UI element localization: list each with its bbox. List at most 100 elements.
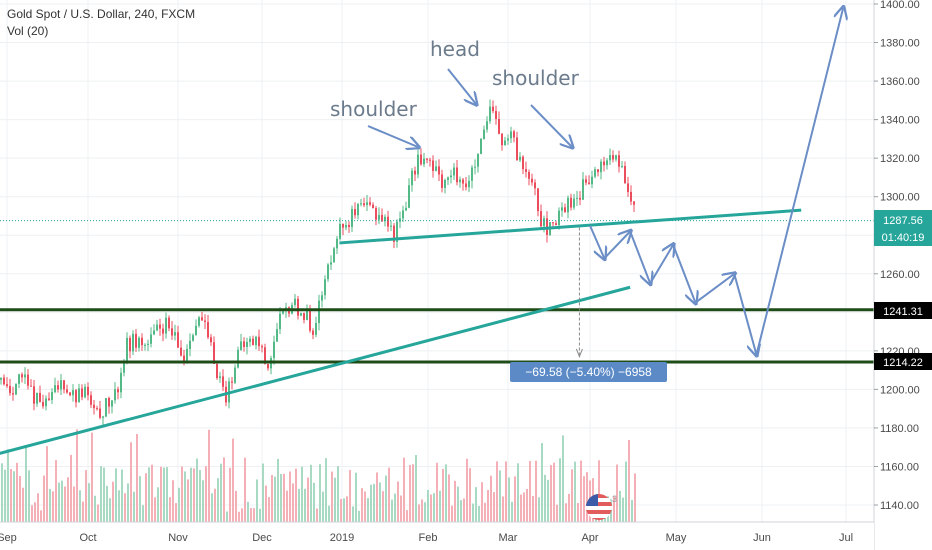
candle-body	[315, 323, 317, 335]
candle-body	[264, 347, 266, 364]
candle-body	[579, 197, 581, 200]
volume-bar	[631, 499, 633, 522]
candle-body	[324, 279, 326, 296]
volume-bar	[259, 508, 261, 522]
volume-bar	[184, 471, 186, 522]
projection-arrow	[672, 244, 695, 303]
candle-body	[135, 333, 137, 348]
volume-bar	[619, 490, 621, 522]
price-axis[interactable]: 1140.001160.001180.001200.001220.001240.…	[873, 0, 932, 550]
volume-bar	[277, 458, 279, 522]
candle-body	[249, 338, 251, 342]
time-axis[interactable]: Sep Oct Nov Dec 2019 Feb Mar Apr May Jun Jul	[0, 521, 874, 550]
candle-body	[39, 392, 41, 402]
volume-bar	[88, 483, 90, 522]
volume-bar	[238, 511, 240, 522]
candle-body	[102, 416, 104, 418]
volume-bar	[112, 481, 114, 522]
volume-bar	[76, 429, 78, 522]
time-tick-label: Apr	[581, 532, 598, 544]
volume-bar	[43, 475, 45, 522]
us-flag-icon[interactable]	[586, 494, 612, 520]
volume-bar	[124, 493, 126, 522]
volume-bar	[547, 479, 549, 522]
volume-bar	[322, 491, 324, 522]
candle-body	[495, 111, 497, 120]
candle-body	[189, 340, 191, 349]
volume-bar	[634, 473, 636, 522]
volume-bar	[52, 491, 54, 522]
candle-body	[588, 182, 590, 185]
volume-bar	[208, 429, 210, 522]
symbol-title[interactable]: Gold Spot / U.S. Dollar, 240, FXCM	[7, 7, 196, 21]
candle-body	[507, 138, 509, 141]
volume-indicator-label[interactable]: Vol (20)	[7, 24, 49, 38]
volume-bar	[160, 466, 162, 522]
candle-body	[582, 179, 584, 200]
candle-body	[120, 372, 122, 393]
annotation-head: head	[430, 37, 480, 61]
volume-bar	[193, 468, 195, 522]
time-tick-label: Mar	[499, 532, 518, 544]
projection-arrow	[603, 231, 630, 260]
volume-bar	[505, 461, 507, 522]
candle-body	[162, 328, 164, 334]
candle-body	[492, 106, 494, 112]
volume-bar	[295, 468, 297, 522]
candle-body	[525, 169, 527, 172]
candle-body	[513, 131, 515, 138]
volume-bar	[529, 461, 531, 522]
projection-arrow	[755, 8, 843, 355]
volume-bar	[235, 490, 237, 522]
candle-body	[465, 183, 467, 188]
volume-bar	[220, 463, 222, 522]
candle-body	[45, 398, 47, 407]
candle-body	[393, 225, 395, 242]
candle-body	[519, 156, 521, 161]
measure-tool-label[interactable]: −69.58 (−5.40%) −6958	[510, 362, 667, 382]
support-lower-label-bg	[874, 353, 932, 370]
volume-bar	[397, 481, 399, 522]
volume-bar	[103, 467, 105, 522]
candle-body	[252, 338, 254, 346]
candle-body	[195, 325, 197, 336]
candle-body	[522, 156, 524, 170]
volume-bar	[391, 499, 393, 522]
volume-bar	[121, 469, 123, 522]
volume-bar	[253, 508, 255, 522]
volume-bar	[502, 496, 504, 522]
candle-body	[480, 138, 482, 154]
volume-bar	[4, 469, 6, 522]
volume-bar	[10, 469, 12, 522]
candle-body	[558, 210, 560, 226]
volume-bar	[466, 458, 468, 522]
volume-bar	[283, 473, 285, 522]
candle-body	[474, 166, 476, 168]
neckline	[339, 208, 802, 245]
volume-bar	[115, 468, 117, 522]
volume-bar	[190, 467, 192, 522]
candle-body	[384, 216, 386, 222]
candle-body	[546, 218, 548, 235]
volume-bar	[79, 490, 81, 522]
volume-bar	[334, 477, 336, 522]
candle-body	[3, 377, 5, 385]
candle-body	[318, 300, 320, 324]
candle-body	[186, 348, 188, 363]
candle-body	[255, 336, 257, 346]
candle-body	[351, 209, 353, 227]
candle-body	[99, 408, 101, 418]
volume-bar	[556, 504, 558, 522]
candle-body	[48, 398, 50, 400]
candle-body	[192, 335, 194, 341]
volume-bar	[73, 486, 75, 522]
candle-body	[435, 166, 437, 171]
candle-body	[396, 221, 398, 242]
candle-body	[390, 225, 392, 227]
candle-body	[57, 385, 59, 390]
volume-bar	[91, 432, 93, 522]
volume-bar	[274, 476, 276, 522]
projection-arrow	[629, 231, 650, 283]
volume-bar	[16, 462, 18, 522]
